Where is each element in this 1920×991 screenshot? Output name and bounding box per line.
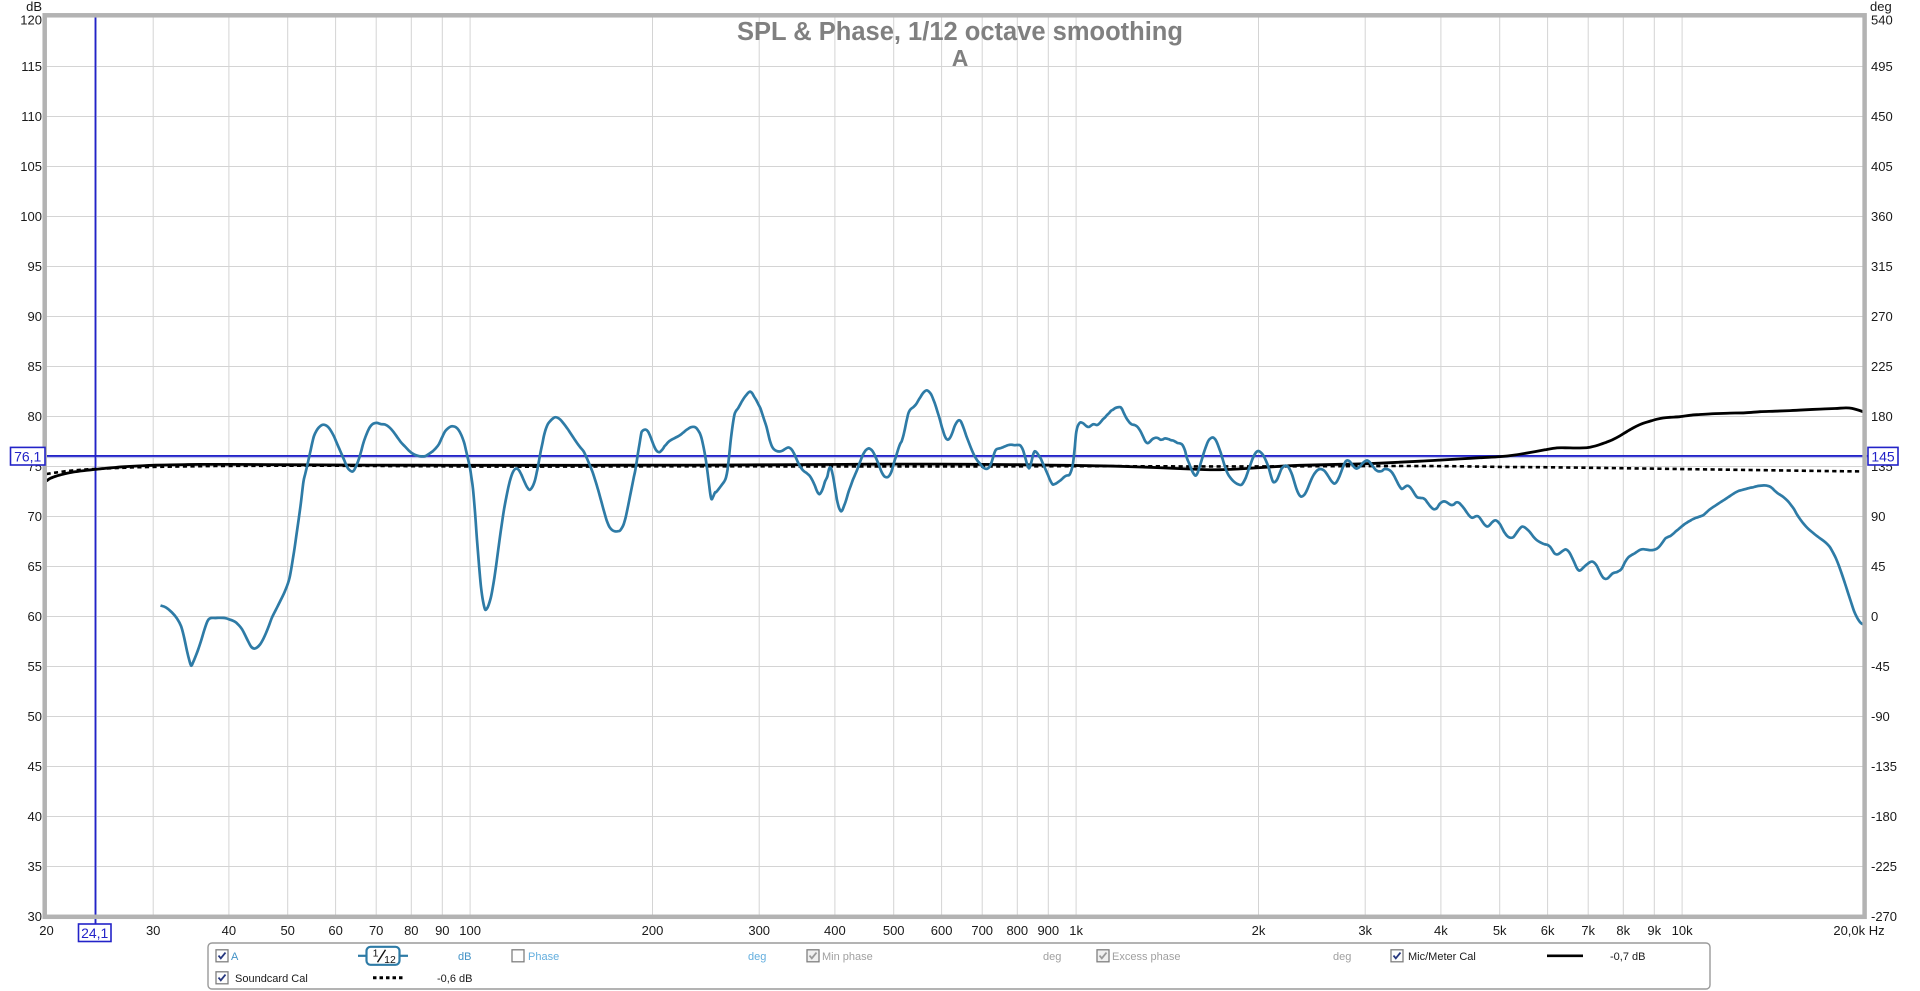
svg-text:500: 500 (883, 923, 905, 938)
svg-text:70: 70 (369, 923, 383, 938)
svg-text:A: A (952, 45, 969, 71)
svg-text:Mic/Meter Cal: Mic/Meter Cal (1408, 951, 1476, 963)
svg-text:115: 115 (21, 59, 42, 74)
svg-text:0: 0 (1871, 609, 1878, 624)
svg-text:90: 90 (28, 309, 42, 324)
svg-text:9k: 9k (1647, 923, 1661, 938)
svg-text:60: 60 (28, 609, 42, 624)
svg-text:540: 540 (1871, 13, 1893, 28)
svg-text:50: 50 (280, 923, 294, 938)
svg-text:40: 40 (28, 809, 42, 824)
svg-text:105: 105 (20, 159, 42, 174)
svg-text:-90: -90 (1871, 709, 1890, 724)
svg-text:55: 55 (28, 659, 42, 674)
svg-text:600: 600 (931, 923, 953, 938)
svg-text:200: 200 (642, 923, 664, 938)
svg-text:270: 270 (1871, 309, 1893, 324)
svg-text:145: 145 (1871, 448, 1895, 464)
svg-text:deg: deg (1333, 951, 1351, 963)
svg-text:A: A (231, 951, 239, 963)
svg-text:10k: 10k (1672, 923, 1693, 938)
svg-text:24,1: 24,1 (81, 925, 108, 941)
svg-text:20: 20 (39, 923, 53, 938)
svg-text:700: 700 (971, 923, 993, 938)
svg-text:-270: -270 (1871, 909, 1897, 924)
svg-text:dB: dB (26, 0, 42, 14)
svg-text:70: 70 (28, 509, 42, 524)
svg-text:Min phase: Min phase (822, 951, 873, 963)
svg-text:-45: -45 (1871, 659, 1890, 674)
svg-text:Excess phase: Excess phase (1112, 951, 1180, 963)
svg-text:1k: 1k (1069, 923, 1083, 938)
svg-text:12: 12 (384, 954, 396, 966)
svg-text:900: 900 (1037, 923, 1059, 938)
svg-text:3k: 3k (1358, 923, 1372, 938)
svg-text:100: 100 (20, 209, 42, 224)
svg-text:360: 360 (1871, 209, 1893, 224)
svg-text:deg: deg (748, 951, 766, 963)
svg-text:2k: 2k (1252, 923, 1266, 938)
svg-text:95: 95 (28, 259, 42, 274)
svg-text:76,1: 76,1 (14, 448, 41, 464)
svg-text:450: 450 (1871, 109, 1893, 124)
svg-text:-225: -225 (1871, 859, 1897, 874)
svg-text:Phase: Phase (528, 951, 559, 963)
svg-text:6k: 6k (1541, 923, 1555, 938)
svg-text:dB: dB (458, 951, 471, 963)
svg-text:8k: 8k (1616, 923, 1630, 938)
svg-text:-0,6 dB: -0,6 dB (437, 973, 472, 985)
svg-text:405: 405 (1871, 159, 1893, 174)
svg-text:300: 300 (748, 923, 770, 938)
svg-text:800: 800 (1006, 923, 1028, 938)
svg-text:deg: deg (1870, 0, 1892, 14)
svg-text:180: 180 (1871, 409, 1893, 424)
svg-text:30: 30 (146, 923, 160, 938)
svg-text:-135: -135 (1871, 759, 1897, 774)
svg-text:90: 90 (1871, 509, 1885, 524)
svg-text:SPL & Phase, 1/12 octave smoot: SPL & Phase, 1/12 octave smoothing (737, 18, 1183, 46)
svg-text:110: 110 (21, 109, 42, 124)
svg-text:50: 50 (28, 709, 42, 724)
svg-text:7k: 7k (1581, 923, 1595, 938)
svg-text:90: 90 (435, 923, 449, 938)
svg-text:1: 1 (373, 947, 379, 959)
svg-text:400: 400 (824, 923, 846, 938)
svg-text:-0,7 dB: -0,7 dB (1610, 951, 1645, 963)
svg-text:100: 100 (459, 923, 481, 938)
svg-text:20,0k Hz: 20,0k Hz (1833, 923, 1884, 938)
svg-text:deg: deg (1043, 951, 1061, 963)
svg-text:35: 35 (28, 859, 42, 874)
svg-text:225: 225 (1871, 359, 1893, 374)
svg-text:80: 80 (28, 409, 42, 424)
svg-text:315: 315 (1871, 259, 1893, 274)
svg-text:45: 45 (1871, 559, 1885, 574)
svg-text:80: 80 (404, 923, 418, 938)
svg-text:60: 60 (328, 923, 342, 938)
svg-text:120: 120 (20, 13, 42, 28)
svg-text:Soundcard Cal: Soundcard Cal (235, 973, 308, 985)
svg-text:30: 30 (28, 909, 42, 924)
svg-text:85: 85 (28, 359, 42, 374)
svg-text:495: 495 (1871, 59, 1893, 74)
svg-text:40: 40 (222, 923, 236, 938)
svg-text:4k: 4k (1434, 923, 1448, 938)
svg-text:5k: 5k (1493, 923, 1507, 938)
svg-text:45: 45 (28, 759, 42, 774)
svg-text:-180: -180 (1871, 809, 1897, 824)
svg-text:65: 65 (28, 559, 42, 574)
